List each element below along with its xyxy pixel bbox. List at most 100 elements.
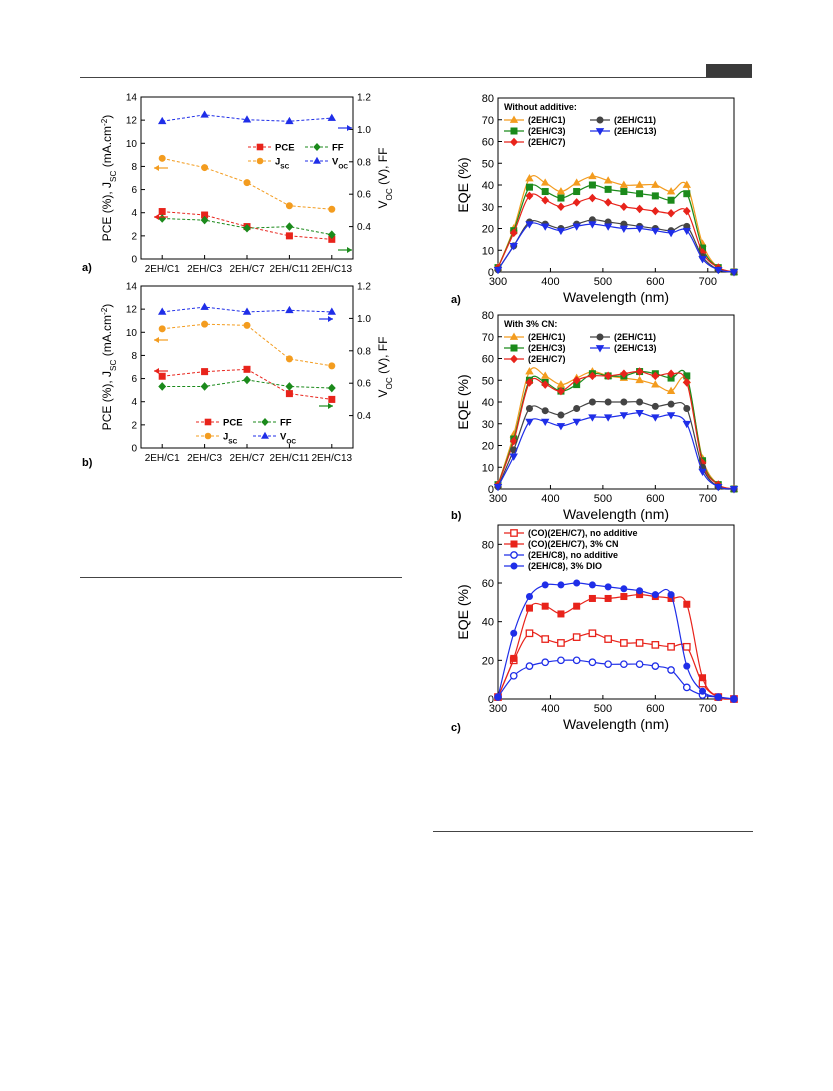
data-point-(2EH/C8), 3% DIO — [494, 693, 502, 701]
data-point-(CO)(2EH/C7), no additive — [620, 639, 628, 647]
data-point-FF — [327, 383, 336, 393]
data-point-(2EH/C8), no additive — [667, 666, 675, 674]
x-tick-label: 600 — [646, 493, 664, 505]
data-point-(2EH/C8), no additive — [620, 660, 628, 669]
data-point-V_OC — [327, 113, 336, 121]
legend-label-(2EH/C3): (2EH/C3) — [528, 126, 566, 136]
data-point-(2EH/C8), no additive — [509, 671, 518, 680]
data-point-(2EH/C7) — [509, 228, 518, 238]
data-point-(2EH/C1) — [666, 187, 676, 195]
x-tick-label: 2EH/C13 — [312, 453, 353, 464]
y-axis-label: PCE (%), JSC (mA.cm-2) — [100, 115, 118, 242]
x-tick-label: 300 — [489, 493, 507, 505]
y-tick-label: 60 — [482, 354, 494, 366]
y-right-tick-label: 1.2 — [357, 93, 371, 104]
data-point-(2EH/C7) — [588, 193, 597, 203]
data-point-(2EH/C8), no additive — [525, 662, 534, 670]
x-tick-label: 700 — [699, 493, 717, 505]
data-point-(CO)(2EH/C7), no additive — [572, 633, 581, 641]
y-axis-label: EQE (%) — [455, 374, 471, 429]
x-tick-label: 600 — [646, 276, 664, 288]
data-point-(2EH/C13) — [556, 227, 566, 236]
data-point-(CO)(2EH/C7), 3% CN — [604, 594, 612, 602]
y-tick-label: 2 — [131, 420, 137, 431]
data-point-(2EH/C3) — [541, 188, 549, 196]
data-point-FF — [200, 382, 209, 391]
y-tick-label: 6 — [131, 185, 137, 196]
eqe-chart-b: 0 10 20 30 40 50 60 70 80 300 400 500 600 700 Waveleng… — [455, 310, 739, 522]
data-point-(2EH/C13) — [666, 412, 676, 420]
data-point-(2EH/C8), no additive — [541, 658, 550, 667]
series-line-(2EH/C7) — [497, 193, 735, 273]
legend-label-(2EH/C7): (2EH/C7) — [528, 354, 566, 364]
x-tick-label: 300 — [489, 276, 507, 288]
data-point-(2EH/C13) — [619, 225, 629, 233]
legend-label-(CO)(2EH/C7), no additive: (CO)(2EH/C7), no additive — [528, 528, 638, 538]
data-point-PCE — [158, 208, 166, 216]
legend-marker-(2EH/C13) — [595, 128, 605, 136]
data-point-(2EH/C13) — [714, 266, 723, 275]
data-point-(2EH/C8), 3% DIO — [667, 591, 675, 599]
data-point-(2EH/C7) — [541, 380, 550, 389]
axis-arrowhead-V_OC — [347, 125, 352, 131]
y-tick-label: 10 — [482, 245, 494, 257]
legend-marker-PCE — [256, 143, 264, 151]
data-point-(CO)(2EH/C7), no additive — [588, 629, 597, 638]
data-point-(2EH/C13) — [682, 227, 691, 236]
data-point-FF — [243, 375, 251, 385]
y-tick-label: 14 — [126, 93, 138, 104]
x-tick-label: 600 — [646, 703, 664, 715]
data-point-V_OC — [200, 302, 209, 310]
data-point-V_OC — [285, 116, 294, 125]
legend-marker-V_OC — [261, 431, 269, 439]
y-right-axis-label: VOC (V), FF — [376, 148, 394, 209]
series-line-(2EH/C13) — [497, 412, 735, 490]
data-point-(2EH/C1) — [635, 375, 644, 384]
data-point-FF — [285, 382, 294, 391]
legend-marker-(2EH/C7) — [510, 137, 518, 147]
x-tick-label: 2EH/C13 — [312, 264, 353, 275]
y-tick-label: 50 — [482, 158, 494, 170]
y-tick-label: 0 — [131, 255, 137, 266]
legend-label-FF: FF — [332, 143, 344, 154]
data-point-J_SC — [201, 164, 209, 172]
y-tick-label: 12 — [126, 116, 138, 127]
y-tick-label: 0 — [488, 694, 494, 706]
data-point-(2EH/C13) — [509, 453, 518, 461]
legend-marker-(2EH/C8), no additive — [510, 551, 518, 559]
data-point-(2EH/C7) — [509, 436, 518, 446]
data-point-(2EH/C7) — [619, 369, 628, 379]
data-point-(2EH/C13) — [541, 418, 550, 427]
y-tick-label: 70 — [482, 115, 494, 127]
x-tick-label: 2EH/C11 — [269, 264, 309, 275]
series-line-(2EH/C1) — [497, 175, 735, 273]
data-point-(2EH/C7) — [667, 369, 675, 379]
legend-marker-J_SC — [256, 157, 264, 165]
y-axis-label: PCE (%), JSC (mA.cm-2) — [100, 304, 118, 431]
data-point-(CO)(2EH/C7), 3% CN — [573, 602, 581, 610]
legend-label-PCE: PCE — [223, 418, 243, 429]
data-point-(2EH/C7) — [572, 375, 581, 385]
data-point-(2EH/C11) — [541, 407, 549, 415]
x-tick-label: 2EH/C3 — [187, 264, 222, 275]
axis-arrowhead-FF — [328, 403, 333, 409]
y-tick-label: 70 — [482, 332, 494, 344]
legend-marker-(CO)(2EH/C7), no additive — [510, 529, 518, 537]
data-point-(2EH/C3) — [573, 188, 581, 196]
legend-marker-(2EH/C3) — [510, 127, 518, 135]
axis-arrowhead-J_SC — [154, 165, 159, 171]
data-point-(2EH/C11) — [683, 405, 691, 413]
data-point-PCE — [201, 368, 209, 376]
x-tick-label: 2EH/C7 — [229, 453, 264, 464]
data-point-(2EH/C8), 3% DIO — [620, 585, 628, 593]
y-right-tick-label: 0.6 — [357, 379, 371, 390]
data-point-(CO)(2EH/C7), no additive — [604, 635, 612, 643]
data-point-V_OC — [158, 307, 167, 315]
data-point-(2EH/C11) — [573, 405, 581, 413]
x-tick-label: 2EH/C7 — [229, 264, 264, 275]
data-point-J_SC — [285, 355, 293, 363]
y-tick-label: 40 — [482, 180, 494, 192]
legend-marker-FF — [313, 142, 321, 152]
x-tick-label: 2EH/C1 — [145, 453, 180, 464]
data-point-(2EH/C8), 3% DIO — [636, 587, 644, 595]
